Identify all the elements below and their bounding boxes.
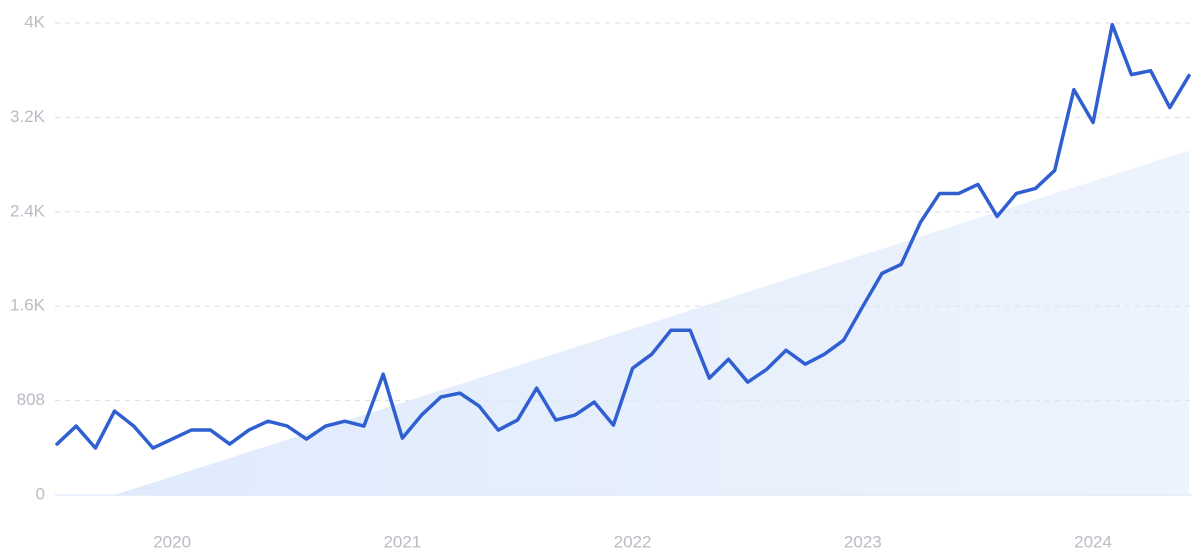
y-tick-label: 808	[17, 390, 45, 409]
line	[55, 22, 1191, 450]
x-tick-label: 2022	[614, 532, 652, 551]
x-tick-label: 2021	[383, 532, 421, 551]
trend-area	[114, 150, 1189, 495]
x-tick-label: 2023	[844, 532, 882, 551]
y-tick-label: 1.6K	[10, 296, 46, 315]
y-tick-label: 2.4K	[10, 201, 46, 220]
y-tick-label: 3.2K	[10, 107, 46, 126]
x-tick-label: 2020	[153, 532, 191, 551]
y-tick-label: 4K	[24, 12, 45, 31]
y-tick-label: 0	[36, 484, 45, 503]
x-tick-label: 2024	[1074, 532, 1112, 551]
